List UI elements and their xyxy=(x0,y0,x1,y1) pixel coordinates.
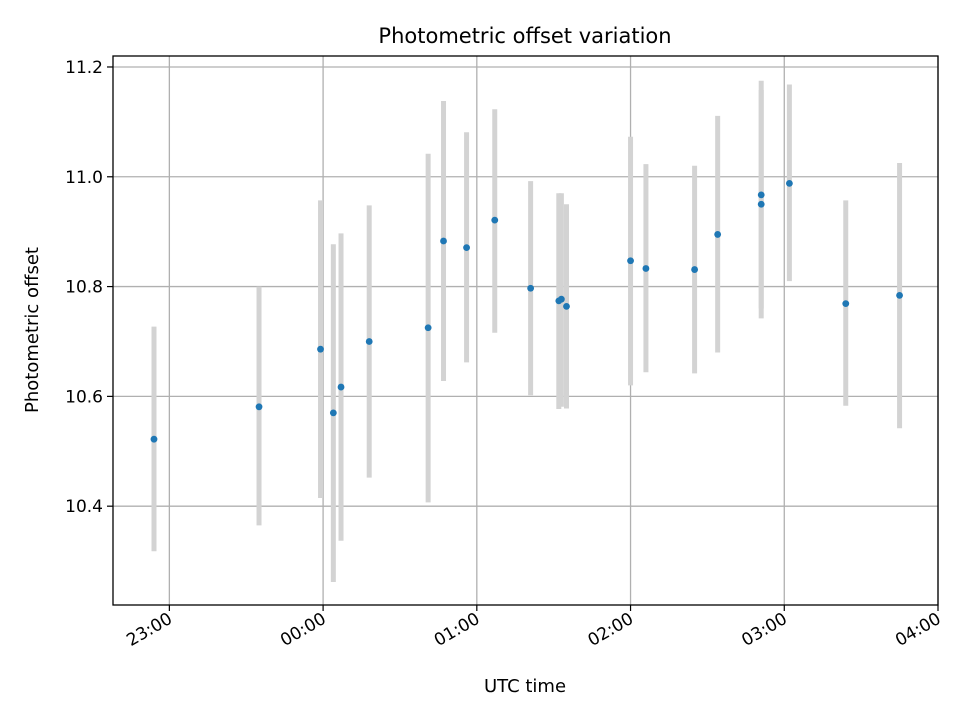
data-point xyxy=(329,409,337,417)
x-tick-label: 02:00 xyxy=(585,609,637,651)
data-point xyxy=(150,435,158,443)
data-point xyxy=(337,383,345,391)
chart-title: Photometric offset variation xyxy=(378,24,671,48)
x-tick-label: 03:00 xyxy=(738,609,790,651)
data-point xyxy=(440,237,447,245)
x-axis-ticks: 23:00 00:00 01:00 02:00 03:00 04:00 xyxy=(123,605,945,651)
data-point xyxy=(642,265,650,272)
data-point xyxy=(714,231,722,238)
data-point xyxy=(896,291,903,299)
data-point xyxy=(463,244,470,252)
data-point xyxy=(557,295,565,303)
data-points xyxy=(150,179,903,443)
data-point xyxy=(757,191,765,199)
y-axis-label: Photometric offset xyxy=(22,247,43,413)
data-point xyxy=(255,403,263,411)
data-point xyxy=(785,179,793,187)
y-tick-label: 10.8 xyxy=(65,278,103,298)
x-tick-label: 04:00 xyxy=(892,609,944,651)
plot-frame xyxy=(112,55,939,606)
x-tick-label: 23:00 xyxy=(123,609,175,651)
y-tick-label: 11.0 xyxy=(65,168,103,188)
y-tick-label: 11.2 xyxy=(65,58,103,78)
y-tick-label: 10.4 xyxy=(65,497,103,517)
data-point xyxy=(365,338,373,345)
data-point xyxy=(317,345,324,353)
grid xyxy=(113,56,939,605)
data-point xyxy=(424,324,432,332)
data-point xyxy=(842,300,850,307)
data-point xyxy=(627,257,634,265)
y-tick-label: 10.6 xyxy=(65,387,103,407)
data-point xyxy=(757,200,765,208)
data-point xyxy=(491,216,499,224)
x-axis-label: UTC time xyxy=(484,676,566,697)
x-tick-label: 01:00 xyxy=(431,609,483,651)
data-point xyxy=(691,266,698,273)
data-point xyxy=(563,302,570,310)
data-point xyxy=(527,284,535,292)
y-axis-ticks: 10.4 10.6 10.8 11.0 11.2 xyxy=(65,58,113,517)
x-tick-label: 00:00 xyxy=(277,609,329,651)
